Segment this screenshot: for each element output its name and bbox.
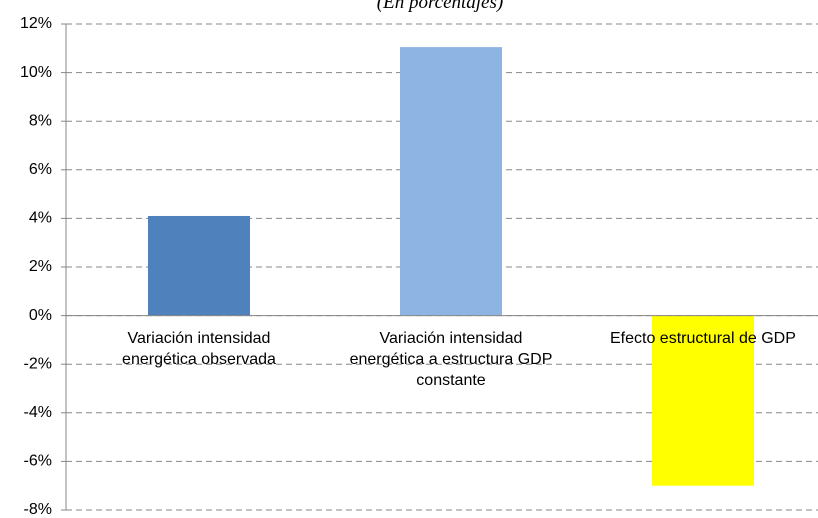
x-tick-label: Variación intensidad energética observad…: [122, 329, 276, 368]
x-tick-label: Variación intensidad energética a estruc…: [349, 329, 553, 389]
y-tick-label: -2%: [24, 355, 52, 372]
y-tick-label: -4%: [24, 404, 52, 421]
y-tick-label: 0%: [29, 307, 52, 324]
x-tick-label: Efecto estructural de GDP: [610, 329, 796, 347]
y-tick-label: -6%: [24, 453, 52, 470]
y-tick-label: 12%: [20, 15, 52, 32]
y-tick-label: 10%: [20, 64, 52, 81]
y-tick-label: 4%: [29, 210, 52, 227]
bar: [148, 215, 250, 316]
y-tick-label: 8%: [29, 112, 52, 129]
y-tick-label: 2%: [29, 258, 52, 275]
chart-subtitle: (En porcentajes): [377, 0, 503, 13]
bar: [400, 47, 502, 316]
y-tick-label: -8%: [24, 501, 52, 518]
bar: [652, 315, 754, 486]
y-tick-label: 6%: [29, 161, 52, 178]
